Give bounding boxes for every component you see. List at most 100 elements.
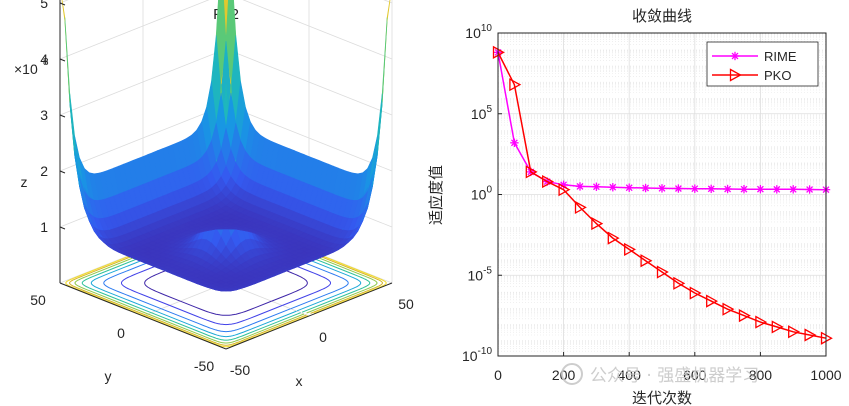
series-line-pko [497, 52, 827, 339]
series-point-pko [755, 315, 768, 329]
y-tick-label: 105 [471, 104, 493, 122]
series-point-pko [591, 216, 604, 231]
legend-rime-marker [730, 51, 740, 61]
convergence-x-label: 迭代次数 [632, 389, 692, 406]
asterisk-stroke [789, 185, 797, 193]
asterisk-stroke [756, 185, 764, 193]
asterisk-stroke [560, 181, 568, 189]
convergence-series [492, 45, 833, 345]
watermark: 公众号 · 强盛机器学习 [561, 363, 759, 386]
asterisk-stroke [642, 184, 650, 192]
asterisk-stroke [576, 182, 584, 190]
y-tick-exponent: 0 [486, 185, 492, 196]
z-tick-mark [59, 114, 66, 118]
asterisk-stroke [773, 185, 781, 193]
asterisk-stroke [731, 52, 739, 60]
x-axis-line [225, 282, 393, 350]
z-tick-label: 2 [40, 163, 48, 179]
surface-patch [61, 0, 71, 104]
surface-patch [381, 0, 391, 104]
asterisk-stroke [592, 183, 600, 191]
y-tick-label: 0 [117, 325, 125, 341]
asterisk-stroke [625, 184, 633, 192]
asterisk-stroke [658, 184, 666, 192]
surface-patch [221, 226, 231, 230]
series-point-pko [624, 242, 637, 257]
watermark-text: 公众号 · 强盛机器学习 [590, 366, 759, 386]
legend-rime-label: RIME [764, 49, 797, 64]
series-point-pko [673, 276, 686, 290]
y-tick-exponent: -5 [483, 265, 492, 276]
series-point-rime [772, 185, 781, 194]
asterisk-stroke [724, 185, 732, 193]
x-tick-label: 400 [618, 367, 642, 383]
asterisk-stroke [674, 185, 682, 192]
x-tick-label: -50 [230, 362, 250, 378]
series-point-pko [574, 200, 587, 215]
y-axis-label: y [105, 368, 112, 384]
x-tick-label: 200 [552, 367, 576, 383]
convergence-plot: 收敛曲线 0 200 400 600 800 100010-1010-5100105101… [427, 7, 842, 406]
series-point-rime [657, 184, 667, 193]
y-tick-exponent: 5 [486, 104, 492, 115]
legend-pko-marker [729, 68, 742, 82]
series-point-rime [707, 184, 716, 194]
series-point-rime [641, 183, 650, 193]
series-point-rime [510, 138, 519, 148]
convergence-y-label: 适应度值 [427, 165, 445, 225]
z-tick-label: 3 [40, 107, 48, 123]
series-point-pko [706, 294, 719, 308]
z-tick-label: 5 [40, 0, 48, 11]
series-point-pko [738, 309, 751, 323]
asterisk-stroke [691, 185, 699, 193]
series-point-pko [689, 286, 702, 300]
y-axis-line [59, 282, 227, 350]
series-point-rime [608, 183, 617, 192]
series-point-pko [771, 320, 784, 334]
series-point-pko [509, 78, 522, 92]
surface-mesh [61, 0, 391, 292]
series-point-pko [788, 325, 801, 339]
series-point-rime [805, 185, 814, 194]
series-point-rime [674, 184, 683, 193]
y-tick-base: 10 [468, 267, 484, 283]
y-tick-label: 1010 [465, 23, 492, 41]
x-tick-label: 0 [319, 329, 327, 345]
z-tick-label: 1 [40, 219, 48, 235]
series-point-rime [625, 183, 634, 192]
z-tick-mark [59, 58, 66, 62]
series-point-rime [789, 185, 798, 194]
x-tick-label: 50 [398, 296, 414, 312]
z-tick-label: 4 [40, 51, 48, 67]
surface-patch [221, 288, 231, 292]
asterisk-stroke [806, 186, 814, 193]
series-point-rime [690, 184, 699, 193]
y-tick-base: 10 [465, 25, 481, 41]
y-tick-base: 10 [471, 106, 487, 122]
legend-rime-glyph [730, 51, 740, 61]
asterisk-stroke [609, 183, 617, 191]
series-point-rime [723, 184, 732, 194]
legend-pko-glyph [729, 68, 742, 82]
z-exponent-power: 8 [43, 57, 49, 68]
series-point-pko [558, 183, 571, 197]
series-point-rime [575, 182, 585, 191]
series-point-rime [739, 184, 749, 194]
wall-grid-line [59, 0, 393, 60]
z-exponent-base: ×10 [14, 61, 38, 77]
y-tick-exponent: -10 [478, 346, 493, 357]
asterisk-stroke [707, 185, 715, 193]
asterisk-stroke [510, 139, 518, 147]
surface-tick-labels: 1 2 3 4 5 -50 0 50 -50 0 50 [30, 0, 414, 378]
z-tick-mark [59, 170, 66, 174]
series-point-rime [592, 182, 601, 191]
convergence-title: 收敛曲线 [632, 7, 692, 25]
y-tick-label: 10-5 [468, 265, 493, 283]
x-tick-label: 600 [683, 367, 707, 383]
x-tick-label: 0 [494, 367, 502, 383]
wechat-icon [561, 363, 583, 385]
